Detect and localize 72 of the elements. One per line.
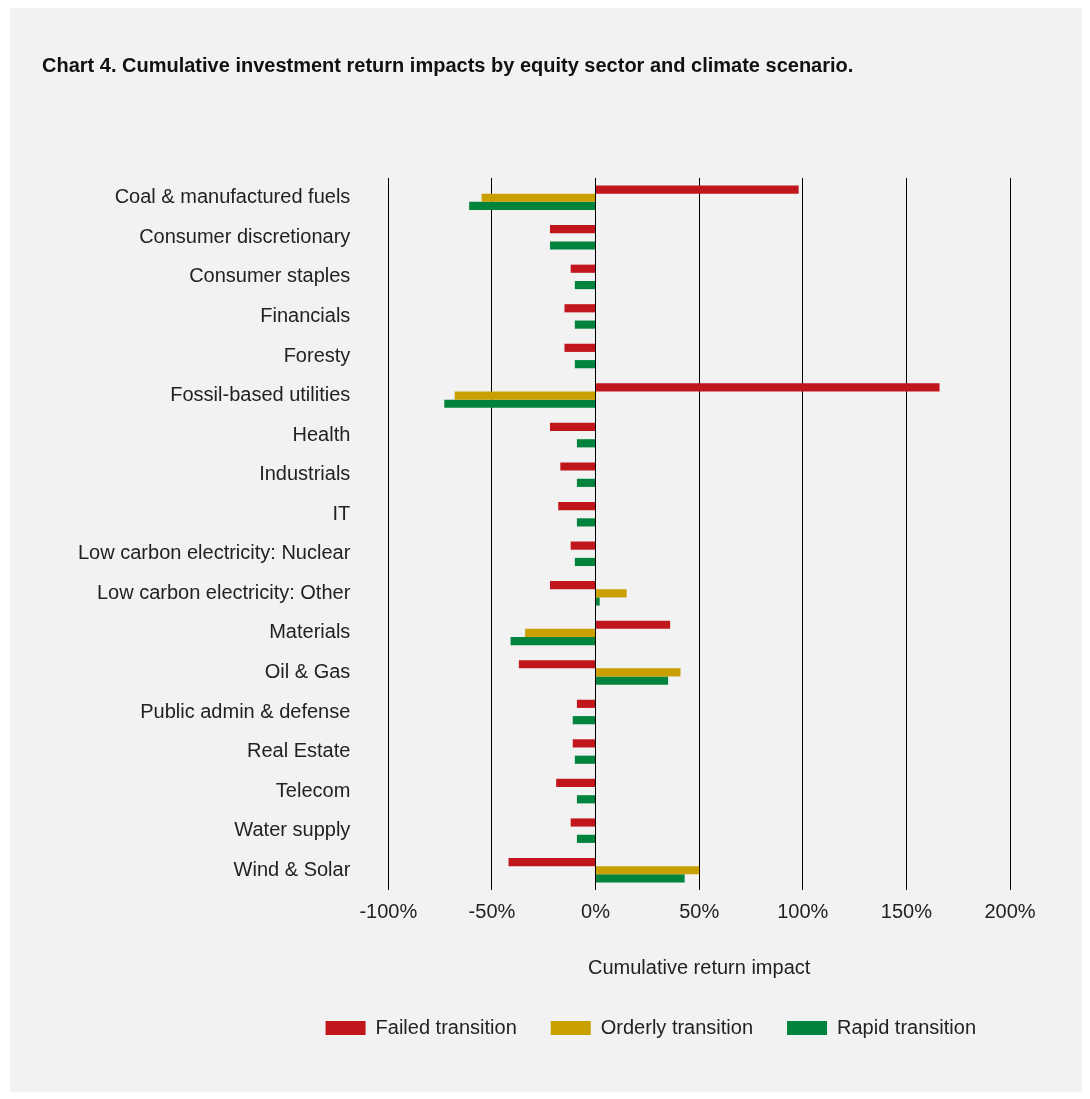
bar xyxy=(558,501,596,511)
y-tick-label: Financials xyxy=(260,303,351,326)
y-tick-label: Telecom xyxy=(275,778,351,801)
bar xyxy=(574,557,596,567)
bar xyxy=(574,280,596,290)
bar xyxy=(549,581,596,590)
y-tick-label: Water supply xyxy=(234,818,351,841)
bar xyxy=(549,422,596,432)
bar xyxy=(576,439,596,448)
x-tick-label: 150% xyxy=(880,899,933,922)
y-tick-label: Health xyxy=(292,422,351,445)
bar xyxy=(596,383,940,392)
x-tick-label: 100% xyxy=(777,899,829,922)
y-tick-label: Consumer discretionary xyxy=(139,224,351,247)
y-tick-label: Low carbon electricity: Nuclear xyxy=(77,541,351,564)
legend-label: Rapid transition xyxy=(837,1015,976,1038)
bar xyxy=(469,201,596,211)
y-tick-label: Oil & Gas xyxy=(264,659,351,682)
x-tick-label: -50% xyxy=(468,899,516,922)
bar xyxy=(596,589,627,598)
bar xyxy=(481,193,596,202)
chart-title: Chart 4. Cumulative investment return impacts by equity sector and climate scenario. xyxy=(42,54,854,77)
bar xyxy=(454,391,596,400)
x-tick-label: -100% xyxy=(359,899,418,922)
bar xyxy=(576,699,596,708)
y-tick-label: IT xyxy=(332,501,351,524)
bar xyxy=(549,225,596,234)
x-tick-label: 0% xyxy=(581,899,611,922)
bar xyxy=(444,399,596,408)
bar xyxy=(574,360,596,369)
bar xyxy=(510,636,596,646)
y-tick-label: Low carbon electricity: Other xyxy=(96,580,351,603)
y-tick-label: Coal & manufactured fuels xyxy=(114,185,351,208)
bar xyxy=(572,716,596,725)
bar xyxy=(596,597,600,606)
bar xyxy=(525,628,596,637)
bar xyxy=(596,874,685,883)
bar xyxy=(564,304,596,313)
y-tick-label: Consumer staples xyxy=(189,264,351,287)
bar xyxy=(596,866,700,875)
bar xyxy=(572,739,596,748)
bar xyxy=(570,818,596,827)
y-tick-label: Foresty xyxy=(283,343,351,366)
bar xyxy=(570,541,596,550)
bar xyxy=(596,668,681,677)
legend-label: Orderly transition xyxy=(600,1015,754,1038)
y-tick-label: Public admin & defense xyxy=(140,699,351,722)
x-axis-title: Cumulative return impact xyxy=(588,955,811,978)
bar xyxy=(556,778,596,788)
bar xyxy=(576,518,596,527)
bar xyxy=(596,676,669,685)
y-tick-label: Fossil-based utilities xyxy=(170,383,351,406)
bar xyxy=(596,185,799,194)
bar xyxy=(576,795,596,804)
y-tick-label: Wind & Solar xyxy=(233,857,351,880)
bar xyxy=(518,660,596,669)
bar xyxy=(564,343,596,352)
bar xyxy=(576,478,596,487)
legend-label: Failed transition xyxy=(375,1015,517,1038)
bar xyxy=(574,755,596,764)
bar xyxy=(570,264,596,273)
y-tick-label: Industrials xyxy=(259,462,351,485)
y-tick-label: Materials xyxy=(269,620,351,643)
bar xyxy=(560,462,596,471)
x-tick-label: 50% xyxy=(679,899,720,922)
bar xyxy=(549,241,596,250)
bar xyxy=(596,620,671,629)
x-tick-label: 200% xyxy=(984,899,1036,922)
y-tick-label: Real Estate xyxy=(246,739,351,762)
bar xyxy=(576,834,596,843)
bar xyxy=(508,857,596,867)
bar xyxy=(574,320,596,329)
